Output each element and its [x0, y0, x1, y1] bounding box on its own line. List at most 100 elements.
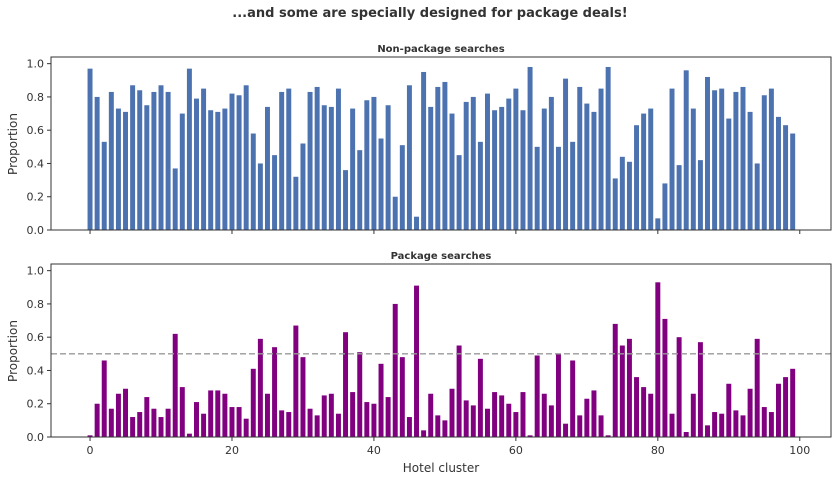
bar-cluster-27	[279, 410, 285, 437]
bar-cluster-53	[463, 101, 469, 231]
ytick-label: 0.0	[27, 224, 45, 237]
bar-cluster-10	[158, 85, 164, 231]
bar-cluster-31	[307, 91, 313, 230]
bar-cluster-22	[243, 85, 249, 231]
bar-cluster-65	[548, 405, 554, 437]
bar-cluster-58	[499, 106, 505, 230]
bar-cluster-41	[378, 138, 384, 230]
bar-cluster-24	[257, 163, 263, 230]
bar-cluster-44	[399, 357, 405, 437]
bar-cluster-32	[314, 415, 320, 437]
bar-cluster-41	[378, 363, 384, 437]
bar-cluster-50	[442, 420, 448, 437]
bar-cluster-30	[300, 143, 306, 230]
bar-cluster-69	[577, 86, 583, 230]
bar-cluster-12	[172, 168, 178, 230]
bar-cluster-94	[754, 163, 760, 230]
bar-cluster-60	[513, 412, 519, 437]
bar-cluster-67	[563, 423, 569, 437]
bar-cluster-57	[492, 110, 498, 230]
bar-cluster-45	[406, 85, 412, 231]
bar-cluster-56	[485, 93, 490, 230]
bar-cluster-22	[243, 418, 249, 437]
bar-cluster-62	[527, 66, 533, 230]
bar-cluster-2	[101, 141, 107, 230]
bar-cluster-7	[137, 90, 143, 231]
bar-cluster-33	[321, 105, 327, 230]
bar-cluster-73	[605, 435, 611, 437]
bar-cluster-88	[712, 90, 718, 231]
bar-cluster-12	[172, 333, 178, 437]
bar-cluster-42	[385, 397, 391, 437]
bar-cluster-26	[272, 347, 278, 437]
bar-cluster-42	[385, 105, 391, 230]
bar-cluster-39	[364, 402, 370, 437]
bar-cluster-84	[683, 432, 689, 437]
bar-cluster-92	[740, 86, 746, 230]
ytick-label: 1.0	[27, 58, 45, 71]
bar-cluster-17	[208, 110, 214, 230]
bar-cluster-16	[201, 413, 207, 437]
bar-cluster-90	[726, 118, 732, 230]
xtick-label: 80	[651, 444, 665, 457]
bar-cluster-75	[619, 345, 625, 437]
bar-cluster-11	[165, 408, 171, 437]
bar-cluster-82	[669, 413, 675, 437]
bar-cluster-8	[144, 105, 150, 230]
bar-cluster-1	[94, 96, 100, 230]
bar-cluster-75	[619, 156, 625, 230]
bar-cluster-29	[293, 176, 299, 230]
bar-cluster-74	[612, 323, 618, 437]
bar-cluster-78	[641, 113, 647, 230]
bar-cluster-92	[740, 415, 746, 437]
bar-cluster-96	[768, 412, 774, 437]
bar-cluster-34	[328, 106, 334, 230]
bar-cluster-62	[527, 435, 533, 437]
bar-cluster-80	[655, 282, 661, 437]
bar-cluster-63	[534, 146, 540, 230]
bar-cluster-64	[541, 108, 547, 230]
bar-cluster-80	[655, 218, 661, 230]
ytick-label: 0.6	[27, 124, 45, 137]
bar-cluster-98	[783, 377, 789, 437]
bar-cluster-28	[286, 88, 292, 230]
bar-cluster-25	[264, 393, 270, 437]
bar-cluster-83	[676, 337, 682, 437]
bar-cluster-18	[215, 111, 221, 230]
bar-cluster-90	[726, 383, 732, 437]
bar-cluster-48	[428, 106, 434, 230]
bar-cluster-18	[215, 390, 221, 437]
bottom-subplot-title: Package searches	[391, 251, 492, 262]
bar-cluster-99	[790, 133, 796, 230]
bar-cluster-32	[314, 86, 320, 230]
bar-cluster-38	[357, 352, 363, 437]
bar-cluster-49	[435, 86, 441, 230]
bar-cluster-49	[435, 415, 441, 437]
bar-cluster-59	[506, 98, 512, 230]
xtick-label: 20	[225, 444, 239, 457]
bottom-ylabel: Proportion	[6, 320, 20, 382]
bar-cluster-7	[137, 412, 143, 437]
bar-cluster-89	[719, 413, 725, 437]
bar-cluster-64	[541, 393, 547, 437]
bar-cluster-8	[144, 397, 150, 437]
bar-cluster-85	[690, 108, 696, 230]
bar-cluster-81	[662, 318, 668, 437]
bar-cluster-11	[165, 91, 171, 230]
bar-cluster-89	[719, 88, 725, 230]
bar-cluster-40	[371, 403, 377, 437]
bar-cluster-34	[328, 393, 334, 437]
bar-cluster-79	[648, 393, 654, 437]
bar-cluster-9	[151, 91, 157, 230]
bar-cluster-68	[570, 360, 576, 437]
bar-cluster-40	[371, 96, 377, 230]
bar-cluster-2	[101, 360, 107, 437]
bar-cluster-97	[775, 116, 781, 230]
bar-cluster-43	[392, 303, 398, 437]
ytick-label: 0.2	[27, 191, 45, 204]
bar-cluster-45	[406, 417, 412, 437]
bar-cluster-71	[591, 111, 597, 230]
bar-cluster-6	[130, 85, 136, 231]
bar-cluster-61	[520, 392, 526, 437]
